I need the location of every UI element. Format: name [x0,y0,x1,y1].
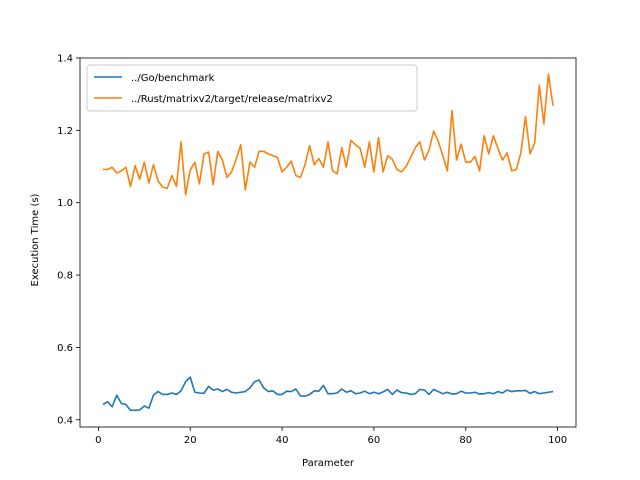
legend-label-rust: ../Rust/matrixv2/target/release/matrixv2 [131,94,333,105]
axis-ticks: 0 20 40 60 80 100 0.4 0.6 0.8 1.0 1.2 1.4 [57,54,567,447]
x-tick-label: 40 [276,435,289,446]
series-line-0 [102,376,554,412]
y-tick-label: 1.4 [57,54,73,65]
x-tick-label: 20 [184,435,197,446]
y-axis-label: Execution Time (s) [30,193,41,286]
series-line-1 [102,73,554,196]
x-tick-label: 0 [95,435,101,446]
x-axis-label: Parameter [302,458,355,469]
y-tick-label: 0.8 [57,271,73,282]
legend-frame [86,64,418,112]
x-tick-label: 100 [548,435,567,446]
y-tick-label: 1.0 [57,198,73,209]
x-tick-label: 80 [459,435,472,446]
x-tick-label: 60 [368,435,381,446]
axes-frame [79,57,577,428]
plot-area [79,57,577,428]
legend: ../Go/benchmark ../Rust/matrixv2/target/… [86,64,418,112]
y-tick-label: 0.6 [57,343,73,354]
legend-label-go: ../Go/benchmark [131,73,215,84]
y-tick-label: 1.2 [57,126,73,137]
y-tick-label: 0.4 [57,415,73,426]
